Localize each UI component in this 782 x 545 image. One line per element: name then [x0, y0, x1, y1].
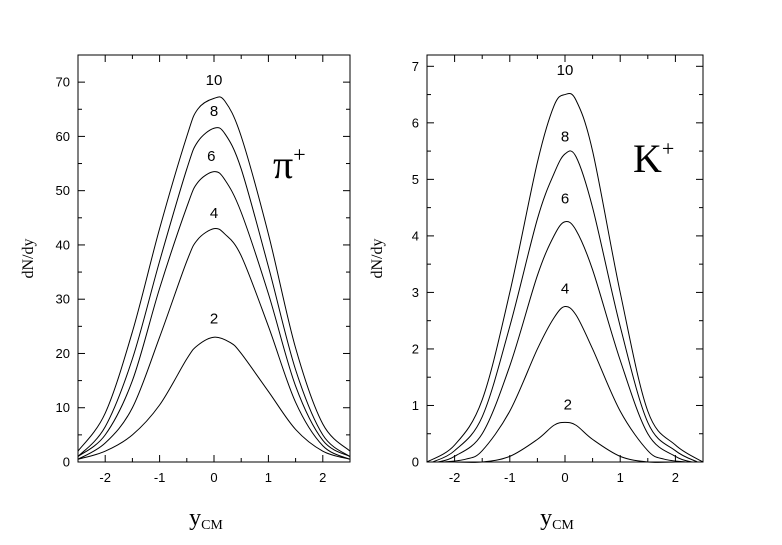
y-axis-title: dN/dy: [369, 239, 386, 279]
series-curve-2: [454, 421, 676, 463]
series-label-4: 4: [561, 281, 569, 298]
series-curve-6: [437, 221, 693, 463]
k-plus-panel: -2 -1 0 1 2 0 1 2 3 4 5 6 7 2 4 6 8 10 K+ dN/dy yCM: [369, 54, 704, 533]
y-axis-title: dN/dy: [20, 239, 37, 279]
series-label-6: 6: [561, 191, 569, 208]
series-curve-8: [432, 150, 698, 463]
x-tick-label: -2: [449, 470, 461, 485]
series-curve-2: [77, 336, 351, 460]
series-curve-8: [77, 127, 351, 457]
y-tick-label: 3: [412, 285, 419, 300]
series-curve-4: [443, 305, 687, 463]
series-curve-10: [77, 96, 351, 452]
y-tick-label: 0: [412, 455, 419, 470]
series-curve-10: [426, 92, 704, 463]
x-tick-label: 1: [265, 470, 272, 485]
series-label-6: 6: [207, 148, 215, 165]
y-tick-label: 0: [63, 455, 70, 470]
y-tick-label: 1: [412, 398, 419, 413]
series-label-10: 10: [557, 62, 574, 79]
y-tick-label: 6: [412, 115, 419, 130]
particle-label: π+: [273, 142, 306, 187]
y-tick-label: 4: [412, 228, 419, 243]
series-label-10: 10: [206, 72, 223, 89]
y-tick-label: 70: [56, 75, 70, 90]
y-tick-label: 2: [412, 341, 419, 356]
y-tick-label: 10: [56, 400, 70, 415]
y-tick-label: 40: [56, 237, 70, 252]
x-tick-label: 0: [561, 470, 568, 485]
series-curve-4: [77, 227, 351, 460]
x-tick-label: 0: [210, 470, 217, 485]
x-tick-label: -2: [99, 470, 111, 485]
x-tick-label: 2: [672, 470, 679, 485]
series-label-8: 8: [210, 103, 218, 120]
particle-label: K+: [633, 136, 674, 181]
x-tick-label: -1: [154, 470, 166, 485]
series-label-2: 2: [564, 396, 572, 413]
y-tick-label: 30: [56, 292, 70, 307]
x-axis-title: yCM: [189, 505, 223, 533]
series-curve-6: [77, 171, 351, 458]
y-tick-label: 50: [56, 183, 70, 198]
y-tick-label: 20: [56, 346, 70, 361]
series-label-2: 2: [210, 311, 218, 328]
x-tick-label: 1: [617, 470, 624, 485]
y-tick-label: 7: [412, 59, 419, 74]
y-tick-label: 5: [412, 172, 419, 187]
x-tick-label: 2: [319, 470, 326, 485]
x-axis-title: yCM: [540, 505, 574, 533]
y-tick-label: 60: [56, 129, 70, 144]
x-tick-label: -1: [504, 470, 516, 485]
series-label-4: 4: [210, 205, 218, 222]
series-label-8: 8: [561, 128, 569, 145]
